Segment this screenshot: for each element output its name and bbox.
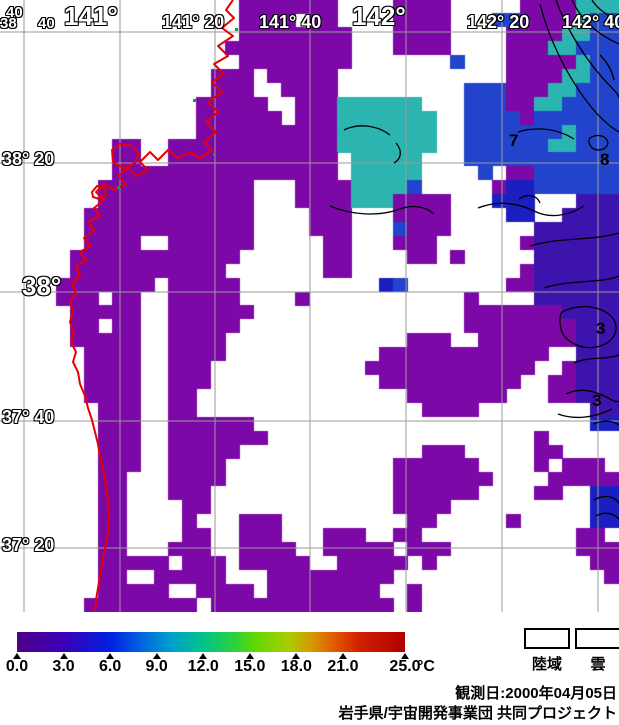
sst-contour-line xyxy=(559,306,617,349)
sst-contour-line xyxy=(565,389,619,403)
sst-contour-line xyxy=(593,420,619,426)
axis-label: 141° 40 xyxy=(259,12,322,32)
colorbar-tick-mark xyxy=(199,653,208,659)
coast-marker-dot xyxy=(235,28,238,31)
sst-contour-line xyxy=(518,194,541,204)
colorbar-tick-label: 18.0 xyxy=(280,658,312,675)
axis-label: 37° 40 xyxy=(2,407,55,427)
sst-contour-line xyxy=(329,205,435,215)
colorbar-tick-mark xyxy=(292,653,301,659)
sst-contour-line xyxy=(595,512,619,520)
axis-label: 38 xyxy=(0,15,17,32)
sst-contour-line xyxy=(571,0,619,45)
colorbar-tick-label: 6.0 xyxy=(98,658,122,675)
sst-contour-line xyxy=(517,128,575,140)
coastline xyxy=(69,0,235,612)
sst-map: 40 38 40 141° 141° 20 141° 40 142° 142° 20 142° … xyxy=(0,0,619,612)
contour-value-label: 3 xyxy=(592,391,602,410)
sst-contour-line xyxy=(555,0,619,99)
colorbar-unit: °C xyxy=(417,658,435,675)
map-overlay xyxy=(0,0,619,612)
axis-label: 37° 20 xyxy=(2,535,55,555)
sst-contour-line xyxy=(543,275,619,289)
cloud-legend-label: 雲 xyxy=(590,656,606,673)
coast-marker-dot xyxy=(213,153,216,156)
sst-contour-line xyxy=(529,232,619,247)
land-legend-label: 陸域 xyxy=(531,656,562,673)
sst-contour-line xyxy=(573,354,619,364)
colorbar-tick-label: 15.0 xyxy=(234,658,266,675)
credit-line: 岩手県/宇宙開発事業団 共同プロジェクト xyxy=(338,705,617,722)
sst-contour-line xyxy=(557,408,613,419)
coast-marker-dot xyxy=(117,186,120,189)
sst-contour-line xyxy=(599,54,615,81)
colorbar-tick-mark xyxy=(13,653,21,659)
colorbar-tick-mark xyxy=(401,653,409,659)
axis-label: 142° 20 xyxy=(467,12,530,32)
axis-label: 142° 40 xyxy=(562,12,619,32)
axis-label: 142° xyxy=(352,1,406,31)
sst-contour-line xyxy=(593,495,619,504)
contour-value-label: 7 xyxy=(509,131,519,150)
colorbar-tick-label: 12.0 xyxy=(187,658,219,675)
sst-contour-line xyxy=(588,134,609,151)
axis-label: 38° 20 xyxy=(2,149,55,169)
colorbar-tick-mark xyxy=(245,653,254,659)
colorbar-tick-mark xyxy=(59,653,68,659)
colorbar-tick-mark xyxy=(338,653,347,659)
cloud-legend-swatch xyxy=(575,628,619,649)
coast-marker-dot xyxy=(193,99,196,102)
contour-value-label: 8 xyxy=(600,150,610,169)
coastline-island-loop xyxy=(110,142,141,170)
land-legend-swatch xyxy=(524,628,570,649)
axis-label: 141° xyxy=(64,1,118,31)
axis-label: 141° 20 xyxy=(162,12,225,32)
colorbar-tick-label: 3.0 xyxy=(52,658,75,675)
colorbar-tick-label: 25.0 xyxy=(389,658,421,675)
colorbar-tick-mark xyxy=(106,653,115,659)
colorbar-tick-label: 0.0 xyxy=(5,658,29,675)
colorbar-tick-label: 21.0 xyxy=(327,658,359,675)
colorbar-tick-mark xyxy=(152,653,161,659)
colorbar-tick-label: 9.0 xyxy=(145,658,168,675)
axis-label: 40 xyxy=(38,15,55,32)
sst-contour-line xyxy=(393,142,401,164)
axis-label: 38° xyxy=(22,271,62,301)
coastline-island-loop xyxy=(90,184,108,201)
sst-contour-line xyxy=(343,125,391,136)
sst-contour-line xyxy=(477,202,585,217)
axis-label: 40 xyxy=(6,4,23,21)
sst-contour-line xyxy=(591,0,617,20)
sst-contour-line xyxy=(539,3,619,133)
contour-value-label: 3 xyxy=(596,319,606,338)
temperature-colorbar xyxy=(17,632,405,652)
observation-date: 観測日:2000年04月05日 xyxy=(455,685,617,702)
